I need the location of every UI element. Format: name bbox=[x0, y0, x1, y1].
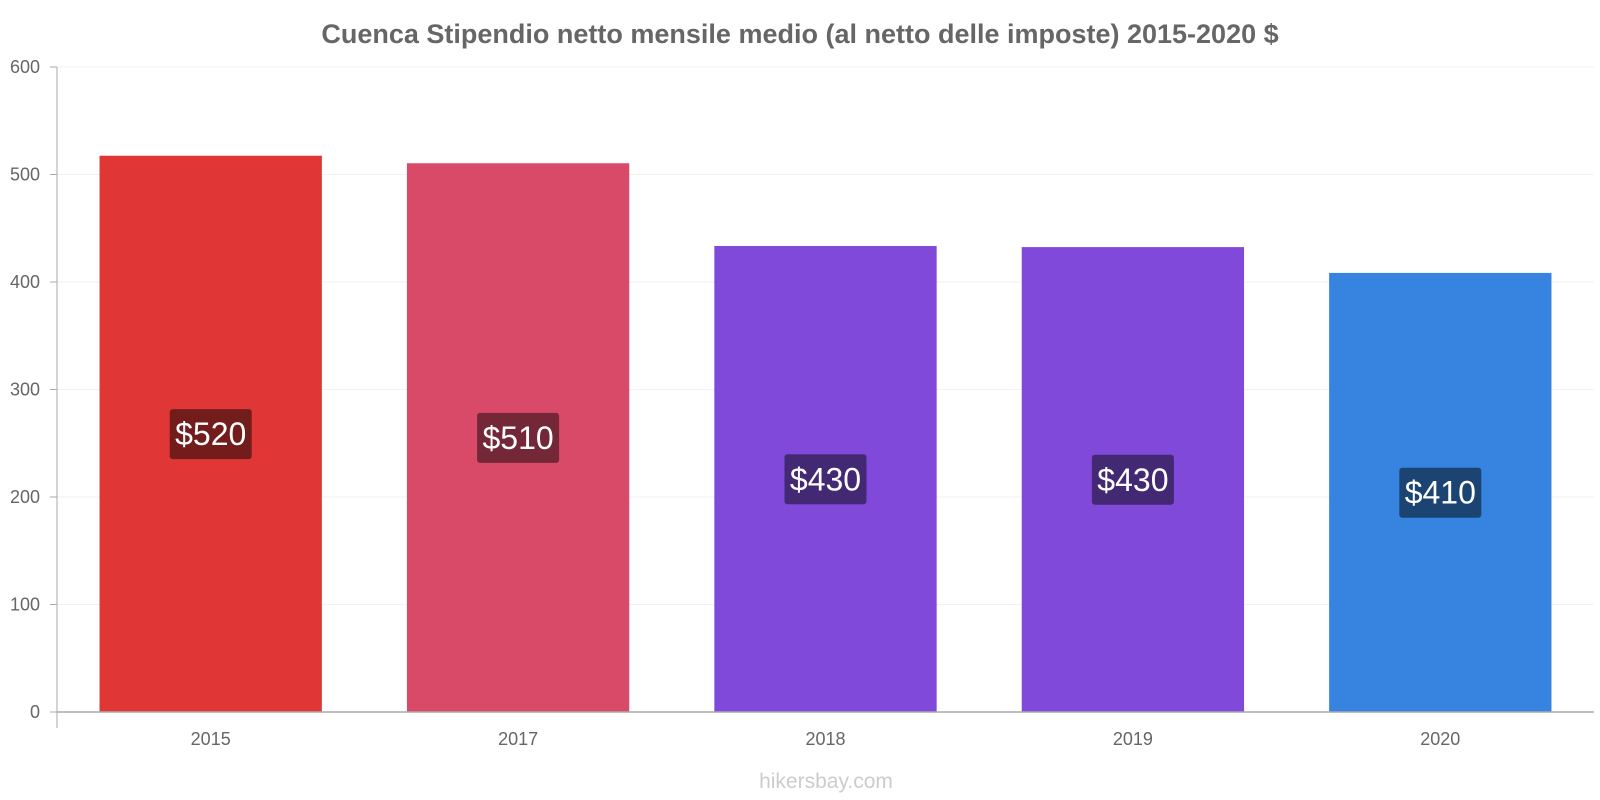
data-label-box bbox=[1399, 467, 1482, 518]
x-tick-label: 2015 bbox=[191, 729, 231, 749]
data-labels: $520 $510 $430 $430 $410 bbox=[169, 409, 1482, 518]
source-watermark: hikersbay.com bbox=[759, 770, 893, 793]
y-tick-label: 500 bbox=[10, 165, 40, 185]
data-label: $430 bbox=[1097, 462, 1168, 498]
x-tick-label: 2018 bbox=[805, 729, 845, 749]
y-tick-label: 600 bbox=[10, 57, 40, 77]
y-tick-label: 100 bbox=[10, 595, 40, 615]
bars bbox=[99, 155, 1552, 713]
data-label: $520 bbox=[175, 416, 246, 452]
chart-title: Cuenca Stipendio netto mensile medio (al… bbox=[321, 19, 1278, 49]
y-tick-label: 300 bbox=[10, 380, 40, 400]
y-tick-label: 0 bbox=[30, 702, 40, 722]
data-label: $430 bbox=[790, 461, 861, 497]
y-tick-label: 400 bbox=[10, 272, 40, 292]
data-label: $510 bbox=[483, 420, 554, 456]
data-label-box bbox=[169, 409, 252, 460]
y-tick-label: 200 bbox=[10, 487, 40, 507]
data-label: $410 bbox=[1405, 475, 1476, 511]
x-tick-label: 2017 bbox=[498, 729, 538, 749]
x-tick-label: 2020 bbox=[1420, 729, 1460, 749]
data-label-box bbox=[477, 412, 560, 463]
data-label-box bbox=[784, 454, 867, 505]
x-tick-label: 2019 bbox=[1113, 729, 1153, 749]
data-label-box bbox=[1091, 454, 1174, 505]
axes: 0 100 200 300 400 500 600 2015 2017 2018 2019 2020 bbox=[10, 57, 1594, 749]
